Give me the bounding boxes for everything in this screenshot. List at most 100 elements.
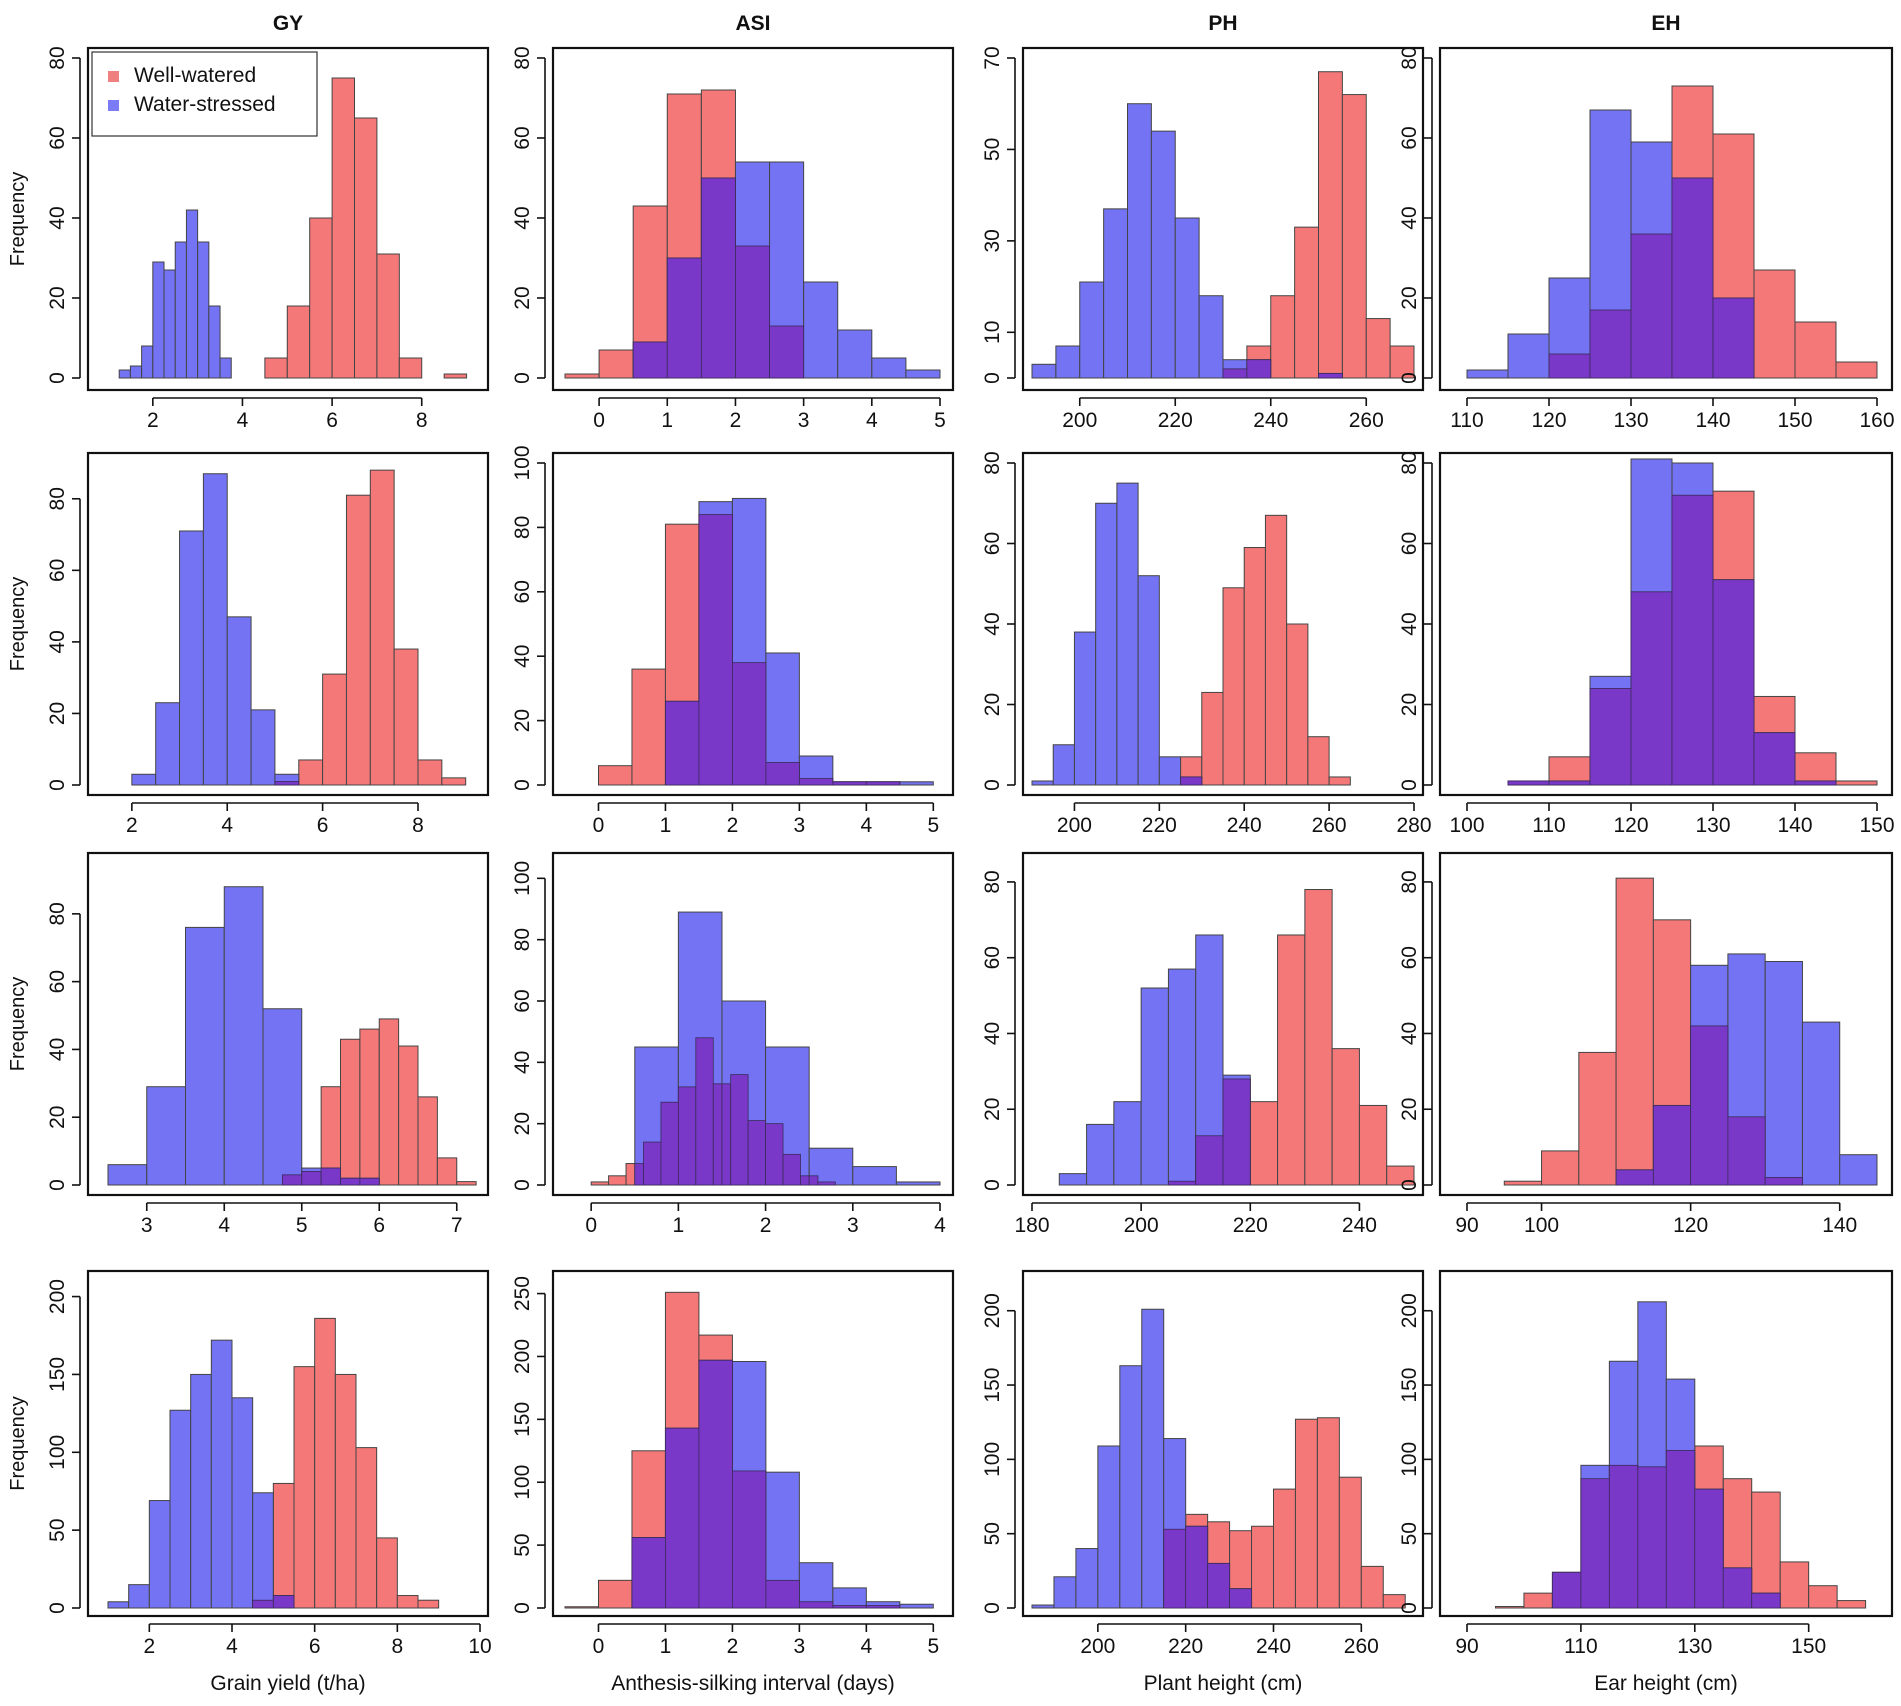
y-tick-label: 50 [981, 1522, 1004, 1545]
y-tick-label: 20 [511, 286, 534, 309]
bar-overlap-4 [1630, 233, 1673, 379]
bar-well-watered-3 [1615, 877, 1654, 1186]
x-tick-label: 110 [1450, 409, 1483, 432]
bar-overlap-9 [721, 1083, 732, 1186]
bar-water-stressed-7 [1198, 295, 1224, 379]
y-tick-label: 200 [46, 1279, 69, 1314]
y-tick-label: 200 [511, 1339, 534, 1374]
bar-well-watered-1 [1541, 1150, 1580, 1186]
y-axis: 0 50 100 150 200 [1398, 1293, 1433, 1614]
histogram-panel-r2-c2: 0 1 2 3 4 5 0 20 40 60 80 100 [511, 445, 955, 837]
x-axis: 200 220 240 260 [1080, 1623, 1379, 1658]
bar-well-watered-2 [322, 673, 347, 786]
x-axis: 110 120 130 140 150 160 [1450, 397, 1895, 432]
x-tick-label: 6 [373, 1214, 385, 1237]
bar-overlap-7 [252, 1599, 274, 1609]
y-tick-label: 60 [511, 126, 534, 149]
bar-overlap-7 [695, 1037, 714, 1186]
bar-overlap-6 [274, 781, 300, 786]
y-axis: 0 20 40 60 80 [46, 487, 81, 791]
bar-well-watered-6 [1365, 318, 1391, 379]
bar-well-watered-1 [1201, 691, 1224, 786]
y-tick-label: 80 [511, 516, 534, 539]
series-overlap [1507, 494, 1837, 786]
bar-water-stressed-6 [231, 1397, 254, 1609]
y-tick-label: 0 [511, 1602, 534, 1614]
y-tick-label: 250 [511, 1276, 534, 1311]
bar-overlap-6 [765, 1579, 800, 1609]
x-tick-label: 240 [1253, 409, 1288, 432]
x-tick-label: 280 [1396, 814, 1431, 837]
x-tick-label: 2 [126, 814, 138, 837]
legend-label-well-watered: Well-watered [134, 64, 256, 87]
series-overlap [1168, 1078, 1251, 1186]
histogram-panel-r3-c1: 3 4 5 6 7 0 20 40 60 80 Frequency [7, 851, 490, 1237]
bar-water-stressed-3 [1095, 502, 1118, 786]
bar-well-watered-0 [590, 1181, 610, 1186]
bar-overlap-9 [1229, 1588, 1252, 1609]
bar-overlap-9 [1246, 359, 1272, 379]
bar-water-stressed-3 [1103, 208, 1128, 379]
x-tick-label: 0 [593, 814, 605, 837]
x-tick-label: 120 [1673, 1214, 1708, 1237]
series-well-watered [1222, 71, 1415, 379]
bar-well-watered-7 [1389, 345, 1415, 379]
x-tick-label: 5 [927, 1635, 939, 1658]
bar-water-stressed-0 [1031, 780, 1054, 786]
bar-well-watered-5 [1286, 623, 1309, 786]
y-axis: 0 20 40 60 80 [46, 902, 81, 1191]
bar-well-watered-5 [1753, 269, 1796, 379]
y-tick-label: 0 [981, 779, 1004, 791]
x-tick-label: 110 [1532, 814, 1565, 837]
x-tick-label: 4 [860, 1635, 872, 1658]
bar-well-watered-3 [1249, 1101, 1279, 1186]
series-well-watered [1180, 514, 1351, 786]
bar-overlap-4 [1608, 1464, 1639, 1609]
x-tick-label: 2 [143, 1635, 155, 1658]
bar-well-watered-4 [1264, 514, 1288, 786]
bar-water-stressed-2 [141, 345, 154, 379]
bar-well-watered-6 [398, 1045, 419, 1186]
bar-water-stressed-4 [1167, 968, 1197, 1186]
bar-water-stressed-4 [1119, 1365, 1143, 1609]
x-tick-label: 120 [1531, 409, 1566, 432]
bar-overlap-5 [732, 1470, 767, 1609]
bar-well-watered-1 [272, 1482, 295, 1609]
bar-well-watered-8 [1835, 780, 1878, 786]
bar-water-stressed-5 [1137, 575, 1160, 786]
x-axis: 2 4 6 8 [126, 802, 424, 837]
bar-overlap-7 [1694, 1488, 1724, 1609]
legend-swatch-well-watered [108, 71, 119, 82]
bar-overlap-11 [747, 1120, 766, 1186]
y-tick-label: 80 [981, 870, 1004, 893]
bar-well-watered-11 [1808, 1585, 1838, 1609]
x-tick-label: 100 [1524, 1214, 1559, 1237]
x-tick-label: 0 [593, 1635, 605, 1658]
bar-overlap-13 [782, 1153, 801, 1186]
y-tick-label: 50 [511, 1533, 534, 1556]
y-tick-label: 0 [46, 372, 69, 384]
bar-well-watered-5 [378, 1018, 400, 1186]
series-well-watered [264, 77, 468, 379]
series-well-watered [281, 1018, 477, 1186]
bar-overlap-5 [660, 1101, 679, 1186]
bar-well-watered-4 [369, 469, 395, 786]
bar-well-watered-7 [1316, 1417, 1340, 1609]
y-tick-label: 0 [511, 1179, 534, 1191]
y-tick-label: 0 [511, 372, 534, 384]
series-water-stressed [1031, 482, 1203, 786]
bar-water-stressed-6 [837, 329, 873, 379]
series-well-watered [274, 469, 467, 786]
bar-overlap-4 [643, 1141, 662, 1186]
bar-water-stressed-5 [1141, 1308, 1165, 1609]
x-tick-label: 220 [1233, 1214, 1268, 1237]
x-tick-label: 3 [798, 409, 810, 432]
x-axis: 90 110 130 150 [1455, 1623, 1826, 1658]
x-tick-label: 150 [1791, 1635, 1826, 1658]
bar-overlap-6 [798, 778, 834, 786]
bar-well-watered-9 [1751, 1491, 1781, 1609]
x-tick-label: 4 [221, 814, 233, 837]
